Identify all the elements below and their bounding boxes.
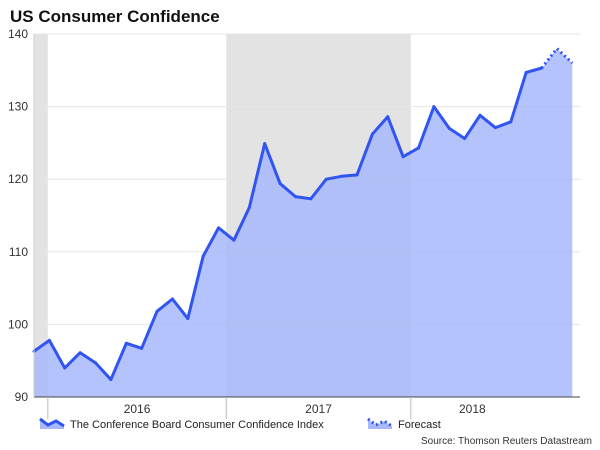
point-2016-10 bbox=[186, 317, 190, 321]
point-2017-09 bbox=[355, 173, 359, 177]
point-2018-08 bbox=[524, 70, 528, 74]
y-tick-130: 130 bbox=[8, 100, 28, 114]
point-2017-05 bbox=[293, 195, 297, 199]
legend-swatch-line-forecast bbox=[367, 417, 393, 428]
point-2018-09 bbox=[540, 66, 544, 70]
point-2017-08 bbox=[340, 174, 344, 178]
point-2018-01 bbox=[417, 146, 421, 150]
series-line-confidence-index bbox=[33, 66, 542, 382]
point-2016-02 bbox=[63, 366, 67, 370]
x-tick-2018: 2018 bbox=[459, 402, 486, 416]
chart-title: US Consumer Confidence bbox=[10, 7, 220, 26]
point-2016-06 bbox=[124, 341, 128, 345]
legend-swatch-area-forecast bbox=[368, 419, 392, 429]
series-area bbox=[34, 48, 573, 398]
point-2016-11 bbox=[201, 254, 205, 258]
point-2017-04 bbox=[278, 182, 282, 186]
point-2018-07 bbox=[509, 120, 513, 124]
legend-label-forecast: Forecast bbox=[398, 419, 441, 431]
point-2018-02 bbox=[432, 105, 436, 109]
point-2016-12 bbox=[217, 226, 221, 230]
point-2016-08 bbox=[155, 309, 159, 313]
point-2016-05 bbox=[109, 378, 113, 382]
point-2017-07 bbox=[324, 177, 328, 181]
point-2017-12 bbox=[401, 155, 405, 159]
point-2018-04 bbox=[463, 137, 467, 141]
point-2017-10 bbox=[370, 132, 374, 136]
x-tick-2016: 2016 bbox=[124, 402, 151, 416]
band-2015 bbox=[34, 34, 48, 397]
point-2018-06 bbox=[493, 126, 497, 130]
point-2017-02 bbox=[247, 206, 251, 210]
point-2018-05 bbox=[478, 113, 482, 117]
y-tick-90: 90 bbox=[15, 390, 29, 404]
point-2016-07 bbox=[140, 346, 144, 350]
y-tick-110: 110 bbox=[9, 245, 28, 259]
point-2016-04 bbox=[94, 361, 98, 365]
y-tick-120: 120 bbox=[8, 172, 28, 186]
point-2017-03 bbox=[263, 142, 267, 146]
point-2017-11 bbox=[386, 115, 390, 119]
point-2018-03 bbox=[447, 126, 451, 130]
legend-swatch-line-confidence bbox=[39, 417, 65, 428]
y-tick-140: 140 bbox=[8, 27, 28, 41]
point-2016-01 bbox=[47, 338, 51, 342]
point-2017-01 bbox=[232, 238, 236, 242]
x-tick-2017: 2017 bbox=[305, 402, 332, 416]
source-note: Source: Thomson Reuters Datastream bbox=[421, 436, 592, 447]
point-2016-09 bbox=[170, 297, 174, 301]
legend-label-confidence: The Conference Board Consumer Confidence… bbox=[70, 419, 324, 431]
point-2017-06 bbox=[309, 197, 313, 201]
y-tick-100: 100 bbox=[8, 317, 28, 331]
point-2016-03 bbox=[78, 351, 82, 355]
